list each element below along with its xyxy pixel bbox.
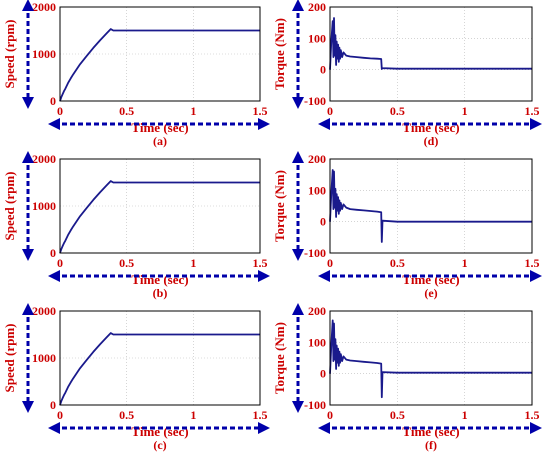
y-tick-label: 0 (50, 94, 56, 108)
speed-series-line (59, 332, 260, 406)
x-tick-label: 1 (462, 104, 468, 118)
panel-label: (d) (424, 134, 439, 148)
panel-c: 0 0.5 1 1.5 0 1000 2000 Time (sec)(c) Speed (rpm… (2, 303, 270, 452)
y-tick-label: 1000 (32, 47, 56, 61)
plot-frame (329, 310, 533, 406)
panel-label: (e) (424, 286, 437, 300)
x-tick-label: 1 (190, 408, 196, 422)
y-tick-label: 200 (308, 152, 326, 166)
panel-b: 0 0.5 1 1.5 0 1000 2000 Time (sec)(b) Speed (rpm… (2, 151, 270, 300)
y-tick-label: 1000 (32, 351, 56, 365)
y-tick-label: 2000 (32, 152, 56, 166)
y-tick-label: 100 (308, 335, 326, 349)
x-tick-label: 1.5 (253, 104, 268, 118)
torque-series-line (329, 319, 532, 399)
x-axis-label: Time (sec) (402, 120, 459, 135)
y-tick-label: -100 (304, 94, 326, 108)
y-tick-label: -100 (304, 246, 326, 260)
x-tick-label: 1.5 (525, 256, 540, 270)
y-axis-label: Speed (rpm) (2, 324, 17, 393)
x-tick-label: 1.5 (525, 104, 540, 118)
y-tick-label: 200 (308, 304, 326, 318)
x-tick-label: 1.5 (253, 256, 268, 270)
x-tick-label: 0 (57, 104, 63, 118)
y-tick-label: 2000 (32, 304, 56, 318)
x-tick-label: 0.5 (390, 408, 405, 422)
panel-label: (b) (153, 286, 168, 300)
y-tick-label: 200 (308, 0, 326, 14)
panel-label: (c) (153, 438, 166, 452)
plot-frame (329, 158, 533, 254)
x-tick-label: 0.5 (119, 408, 134, 422)
y-tick-label: -100 (304, 398, 326, 412)
panel-label: (f) (425, 438, 437, 452)
x-tick-label: 1 (190, 104, 196, 118)
x-axis-label: Time (sec) (131, 272, 188, 287)
y-tick-label: 0 (50, 398, 56, 412)
x-tick-label: 0 (327, 256, 333, 270)
x-tick-label: 0.5 (390, 256, 405, 270)
y-tick-label: 0 (50, 246, 56, 260)
plot-frame (59, 310, 261, 406)
plot-frame (59, 158, 261, 254)
x-tick-label: 1 (190, 256, 196, 270)
torque-series-line (329, 169, 532, 243)
y-tick-label: 0 (320, 367, 326, 381)
y-tick-label: 0 (320, 215, 326, 229)
x-axis-label: Time (sec) (402, 424, 459, 439)
x-tick-label: 1 (462, 408, 468, 422)
y-axis-label: Speed (rpm) (2, 172, 17, 241)
y-axis-label: Torque (Nm) (272, 322, 287, 394)
y-tick-label: 1000 (32, 199, 56, 213)
x-axis-label: Time (sec) (402, 272, 459, 287)
y-tick-label: 100 (308, 31, 326, 45)
y-tick-label: 2000 (32, 0, 56, 14)
y-tick-label: 0 (320, 63, 326, 77)
x-tick-label: 1.5 (525, 408, 540, 422)
y-axis-label: Speed (rpm) (2, 20, 17, 89)
panel-label: (a) (153, 134, 167, 148)
x-axis-label: Time (sec) (131, 424, 188, 439)
y-axis-label: Torque (Nm) (272, 18, 287, 90)
x-tick-label: 0 (57, 256, 63, 270)
x-axis-label: Time (sec) (131, 120, 188, 135)
plot-frame (329, 6, 533, 102)
torque-series-line (329, 17, 532, 70)
x-tick-label: 0 (327, 408, 333, 422)
x-tick-label: 0 (327, 104, 333, 118)
x-tick-label: 0.5 (119, 256, 134, 270)
speed-series-line (59, 28, 260, 102)
plot-frame (59, 6, 261, 102)
x-tick-label: 1.5 (253, 408, 268, 422)
x-tick-label: 0.5 (119, 104, 134, 118)
x-tick-label: 1 (462, 256, 468, 270)
y-tick-label: 100 (308, 183, 326, 197)
panel-a: 0 0.5 1 1.5 0 1000 2000 Time (sec)(a) Speed (rpm… (2, 0, 270, 148)
x-tick-label: 0 (57, 408, 63, 422)
x-tick-label: 0.5 (390, 104, 405, 118)
speed-series-line (59, 180, 260, 254)
y-axis-label: Torque (Nm) (272, 170, 287, 242)
